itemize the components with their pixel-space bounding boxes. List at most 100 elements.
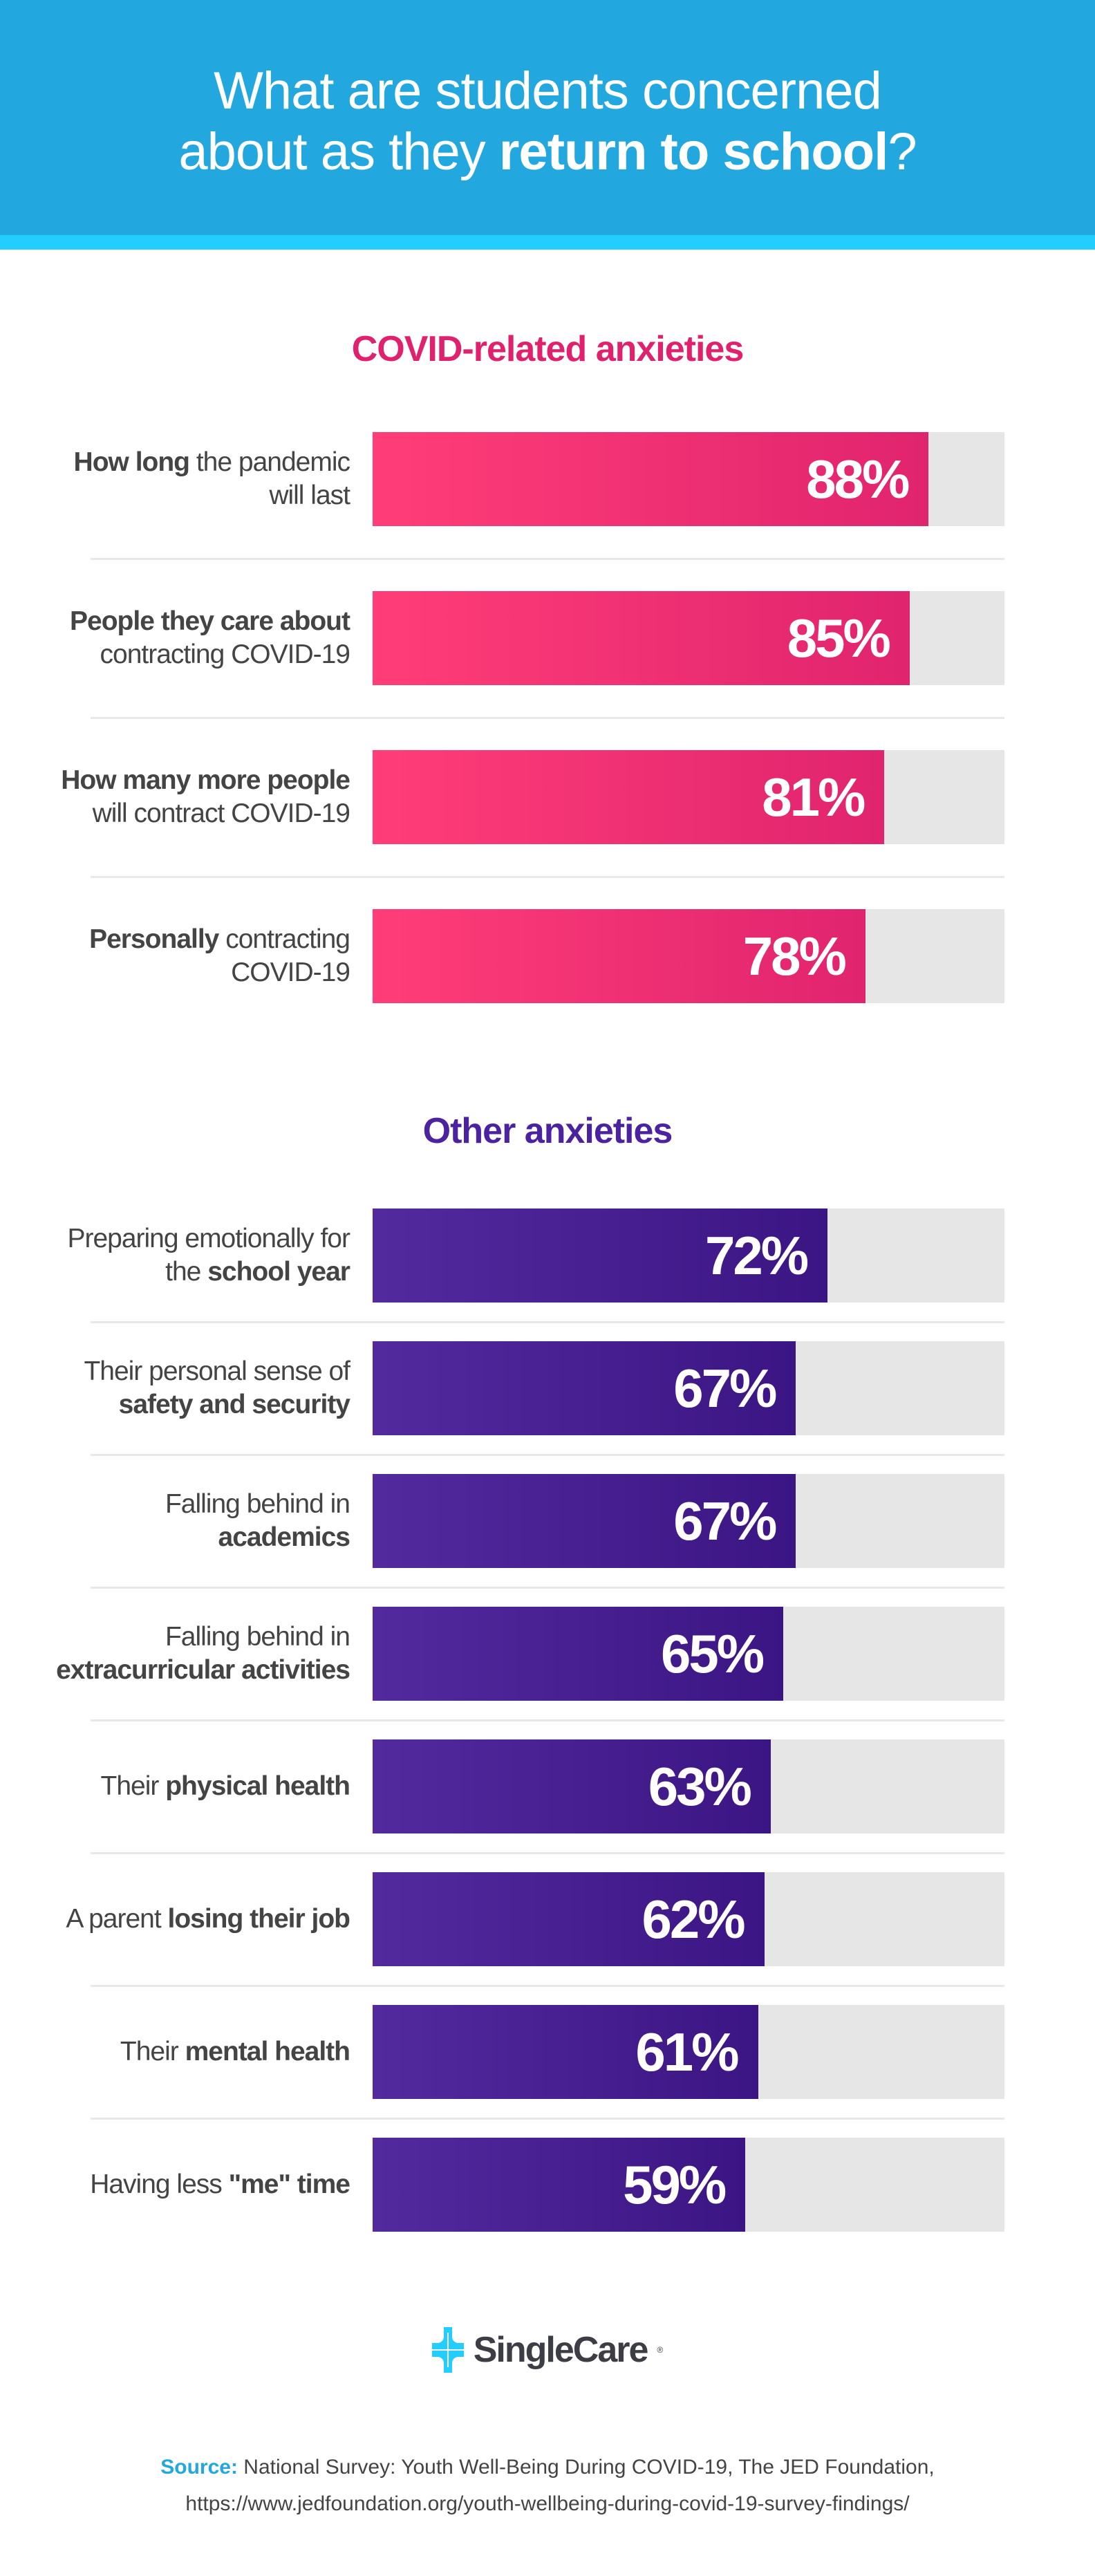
other-value-label: 62% [642, 1888, 746, 1950]
title-end: ? [888, 122, 917, 181]
other-category-label: Having less "me" time [41, 2138, 350, 2232]
other-bar: 62% [373, 1872, 765, 1966]
page-title: What are students concerned about as the… [0, 61, 1095, 183]
label-bold-segment: mental health [185, 2037, 350, 2066]
other-section-heading: Other anxieties [422, 1111, 673, 1151]
row-divider [91, 1719, 1004, 1721]
covid-bar-track: 88% [373, 432, 1004, 526]
other-category-label: Preparing emotionally for the school yea… [41, 1208, 350, 1303]
row-divider [91, 1454, 1004, 1456]
label-bold-segment: "me" time [228, 2169, 350, 2199]
label-segment: Their personal sense of [84, 1356, 350, 1386]
registered-mark: ® [657, 2345, 664, 2355]
covid-bar: 85% [373, 591, 910, 685]
other-bar: 61% [373, 2005, 758, 2099]
label-text: Falling behind in extracurricular activi… [41, 1621, 350, 1687]
label-segment: A parent [66, 1904, 168, 1934]
label-segment: Having less [90, 2169, 229, 2199]
other-bar-track: 67% [373, 1341, 1004, 1435]
label-bold-segment: school year [207, 1257, 350, 1287]
other-category-label: Their physical health [41, 1739, 350, 1833]
covid-value-label: 88% [806, 448, 910, 510]
label-text: Their personal sense of safety and secur… [41, 1355, 350, 1421]
row-divider [91, 2118, 1004, 2120]
label-segment: Falling behind in [165, 1489, 350, 1519]
label-bold-segment: losing their job [167, 1904, 350, 1934]
covid-bar-track: 81% [373, 750, 1004, 844]
covid-bar-track: 78% [373, 909, 1004, 1003]
other-category-label: A parent losing their job [41, 1872, 350, 1966]
covid-bar: 81% [373, 750, 885, 844]
label-segment: the pandemic will last [189, 447, 350, 510]
label-segment: contracting COVID-19 [100, 640, 350, 669]
title-line-2: about as they return to school? [0, 122, 1095, 183]
title-line-1: What are students concerned [214, 62, 882, 120]
other-bar-track: 72% [373, 1208, 1004, 1303]
other-value-label: 72% [704, 1224, 809, 1286]
row-divider [91, 1587, 1004, 1589]
label-segment: Their [100, 1771, 166, 1801]
other-bar: 67% [373, 1474, 796, 1568]
covid-bar: 78% [373, 909, 865, 1003]
label-bold-segment: Personally [89, 924, 219, 954]
source-text: National Survey: Youth Well-Being During… [237, 2456, 935, 2479]
label-text: Having less "me" time [90, 2168, 350, 2201]
other-value-label: 67% [673, 1357, 777, 1419]
label-text: A parent losing their job [66, 1903, 350, 1936]
covid-value-label: 81% [762, 766, 865, 828]
source-label: Source: [160, 2456, 238, 2479]
singlecare-logo: SingleCare ® [0, 2327, 1095, 2373]
other-value-label: 67% [673, 1490, 777, 1551]
covid-category-label: How many more people will contract COVID… [41, 750, 350, 844]
label-bold-segment: How many more people [61, 765, 350, 795]
label-text: Personally contracting COVID-19 [41, 923, 350, 989]
row-divider [91, 1321, 1004, 1323]
label-text: Their physical health [101, 1770, 350, 1803]
label-segment: will contract COVID-19 [92, 799, 350, 828]
label-bold-segment: People they care about [70, 606, 350, 636]
label-segment: Falling behind in [165, 1622, 350, 1652]
other-value-label: 65% [660, 1623, 765, 1684]
title-bold: return to school [498, 122, 888, 181]
other-category-label: Falling behind in academics [41, 1474, 350, 1568]
cross-plus-icon [431, 2327, 464, 2373]
label-text: How long the pandemic will last [41, 446, 350, 512]
other-bar: 72% [373, 1208, 828, 1303]
other-bar-track: 67% [373, 1474, 1004, 1568]
covid-value-label: 85% [787, 607, 891, 669]
source-url[interactable]: https://www.jedfoundation.org/youth-well… [185, 2492, 910, 2515]
label-segment: Their [120, 2037, 185, 2066]
row-divider [91, 558, 1004, 560]
row-divider [91, 1852, 1004, 1854]
label-text: Falling behind in academics [41, 1488, 350, 1554]
covid-category-label: People they care about contracting COVID… [41, 591, 350, 685]
other-category-label: Falling behind in extracurricular activi… [41, 1607, 350, 1701]
other-bar-track: 62% [373, 1872, 1004, 1966]
covid-bar-track: 85% [373, 591, 1004, 685]
covid-bar: 88% [373, 432, 929, 526]
label-text: Preparing emotionally for the school yea… [41, 1222, 350, 1289]
other-category-label: Their personal sense of safety and secur… [41, 1341, 350, 1435]
label-bold-segment: physical health [165, 1771, 350, 1801]
row-divider [91, 1985, 1004, 1987]
other-bar: 67% [373, 1341, 796, 1435]
title-regular: about as they [178, 122, 499, 181]
row-divider [91, 876, 1004, 878]
other-bar: 63% [373, 1739, 771, 1833]
other-bar: 65% [373, 1607, 784, 1701]
label-bold-segment: How long [73, 447, 190, 477]
other-category-label: Their mental health [41, 2005, 350, 2099]
covid-category-label: How long the pandemic will last [41, 432, 350, 526]
covid-value-label: 78% [742, 925, 847, 987]
logo-text: SingleCare [473, 2330, 649, 2370]
other-bar: 59% [373, 2138, 746, 2232]
header-stripe [0, 235, 1095, 250]
label-bold-segment: extracurricular activities [56, 1655, 350, 1685]
label-text: Their mental health [120, 2035, 350, 2069]
covid-section-heading: COVID-related anxieties [351, 329, 745, 369]
label-text: How many more people will contract COVID… [41, 764, 350, 830]
label-text: People they care about contracting COVID… [41, 605, 350, 671]
other-bar-track: 63% [373, 1739, 1004, 1833]
label-bold-segment: academics [218, 1522, 350, 1552]
label-segment: contracting COVID-19 [218, 924, 350, 987]
